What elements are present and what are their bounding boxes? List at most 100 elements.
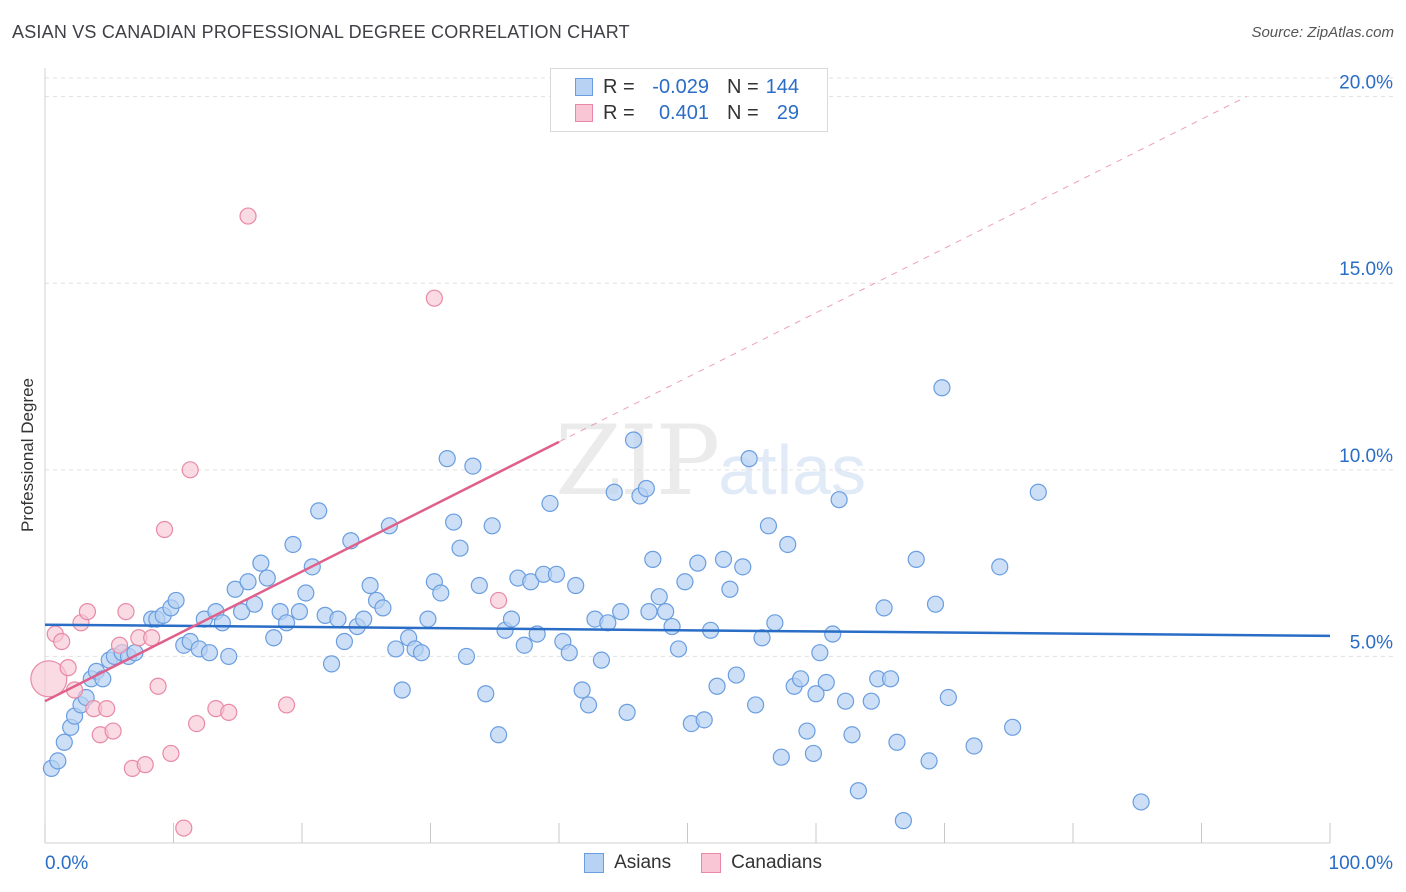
asian-point (926, 595, 945, 613)
asian-point (438, 450, 456, 468)
canadian-point (239, 207, 257, 225)
asian-point (747, 696, 765, 714)
y-tick-label: 5.0% (1350, 632, 1393, 653)
asian-point (547, 565, 566, 583)
canadian-point (490, 591, 508, 610)
asian-point (843, 726, 861, 744)
y-tick-label: 20.0% (1339, 73, 1393, 94)
asian-point (714, 550, 733, 568)
correlation-legend: R = -0.029 N = 144 R = 0.401 N = 29 (550, 68, 828, 132)
asian-point (1004, 718, 1022, 736)
legend-n-label: N = (727, 101, 759, 124)
legend-r-value: -0.029 (652, 75, 709, 98)
asian-point (258, 569, 276, 587)
asian-point (721, 580, 739, 598)
asian-point (226, 580, 244, 598)
asian-point (676, 573, 694, 591)
asian-point (457, 647, 476, 666)
asian-point (233, 603, 251, 621)
asian-point (49, 752, 67, 770)
asian-point (650, 588, 668, 606)
asian-trend-line (44, 623, 1331, 638)
canadian-point (59, 659, 77, 677)
asian-point (490, 726, 508, 744)
asian-point (624, 431, 643, 449)
asian-point (1132, 793, 1150, 811)
canadian-point (188, 714, 206, 733)
asian-point (502, 610, 521, 628)
asian-point (393, 681, 411, 699)
asian-point (284, 535, 302, 554)
asian-point (335, 632, 354, 651)
canadian-point (162, 744, 180, 763)
asian-point (387, 640, 405, 658)
asian-point (612, 603, 630, 621)
asian-point (881, 670, 900, 688)
asian-point (55, 733, 73, 751)
asian-point (689, 554, 707, 572)
canadian-point (53, 632, 71, 651)
asian-point (167, 591, 185, 610)
canadian-point (220, 703, 238, 721)
canadian-point (136, 756, 154, 774)
legend-r-label: R = (603, 75, 635, 98)
asian-point (573, 681, 591, 699)
asian-point (734, 558, 752, 576)
asian-point (894, 812, 912, 830)
x-tick-label: 0.0% (45, 853, 88, 874)
canadian-point (149, 677, 167, 695)
asian-point (252, 554, 270, 572)
asian-point (483, 517, 501, 535)
asian-point (791, 670, 810, 688)
canadian-point (110, 636, 129, 654)
series-legend: Asians Canadians (0, 852, 1406, 874)
legend-label-canadians: Canadians (731, 852, 822, 873)
asian-point (220, 647, 238, 666)
asian-point (657, 603, 675, 621)
y-axis-label: Professional Degree (18, 377, 37, 533)
canadian-point (143, 629, 161, 647)
asian-point (477, 685, 495, 703)
legend-n-value: 144 (765, 75, 799, 98)
asian-point (451, 539, 469, 557)
legend-row-canadians: R = 0.401 N = 29 (575, 101, 799, 125)
asian-point (920, 752, 938, 770)
asian-point (991, 558, 1009, 576)
asian-point (579, 696, 598, 714)
asian-point (888, 733, 906, 751)
asian-point (618, 703, 636, 721)
asian-point (322, 655, 341, 673)
asian-point (663, 617, 681, 636)
asian-point (637, 479, 655, 498)
canadian-point (425, 289, 443, 307)
asian-point (772, 748, 790, 766)
asian-point (374, 599, 392, 617)
asian-point (779, 535, 797, 554)
asian-point (817, 673, 835, 692)
legend-item-canadians[interactable]: Canadians (701, 852, 822, 874)
y-tick-label: 15.0% (1339, 259, 1393, 280)
asian-point (464, 457, 482, 475)
asian-point (567, 576, 585, 595)
asian-point (515, 636, 533, 654)
canadian-point (175, 819, 193, 837)
asian-point (541, 494, 559, 513)
chart-title: ASIAN VS CANADIAN PROFESSIONAL DEGREE CO… (12, 22, 630, 42)
asian-point (432, 584, 450, 602)
legend-n-value: 29 (776, 101, 799, 124)
asian-point (965, 737, 983, 755)
source-label: Source: ZipAtlas.com (1251, 24, 1394, 41)
asian-point (361, 576, 379, 595)
asian-point (907, 550, 925, 568)
legend-item-asians[interactable]: Asians (584, 852, 671, 874)
asian-point (933, 379, 951, 397)
asian-point (239, 573, 257, 591)
asian-point (811, 644, 829, 662)
asians-swatch (575, 78, 593, 96)
asian-point (290, 603, 309, 621)
asian-point (740, 450, 758, 468)
asian-point (939, 688, 957, 707)
asian-point (862, 692, 880, 710)
asian-point (836, 692, 855, 710)
